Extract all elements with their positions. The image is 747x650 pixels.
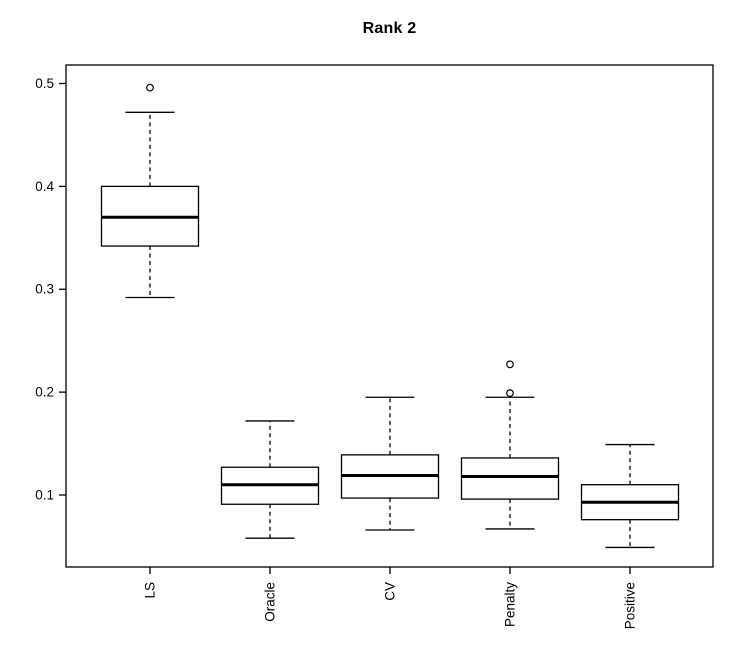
outlier-point [146,83,154,92]
y-tick-label: 0.5 [35,76,54,91]
iqr-box [460,457,560,500]
y-tick-label: 0.2 [35,385,54,400]
y-tick-label: 0.1 [35,487,54,502]
y-tick-label: 0.3 [35,282,54,297]
x-category-label: Penalty [502,582,517,627]
x-category-label: Oracle [262,582,277,622]
y-tick-label: 0.4 [35,179,54,194]
x-category-label: Positive [622,582,637,629]
x-category-label: LS [142,582,157,599]
x-category-label: CV [382,582,397,601]
outlier-point [506,360,514,369]
outlier-point [506,389,514,398]
chart-title: Rank 2 [362,20,417,37]
